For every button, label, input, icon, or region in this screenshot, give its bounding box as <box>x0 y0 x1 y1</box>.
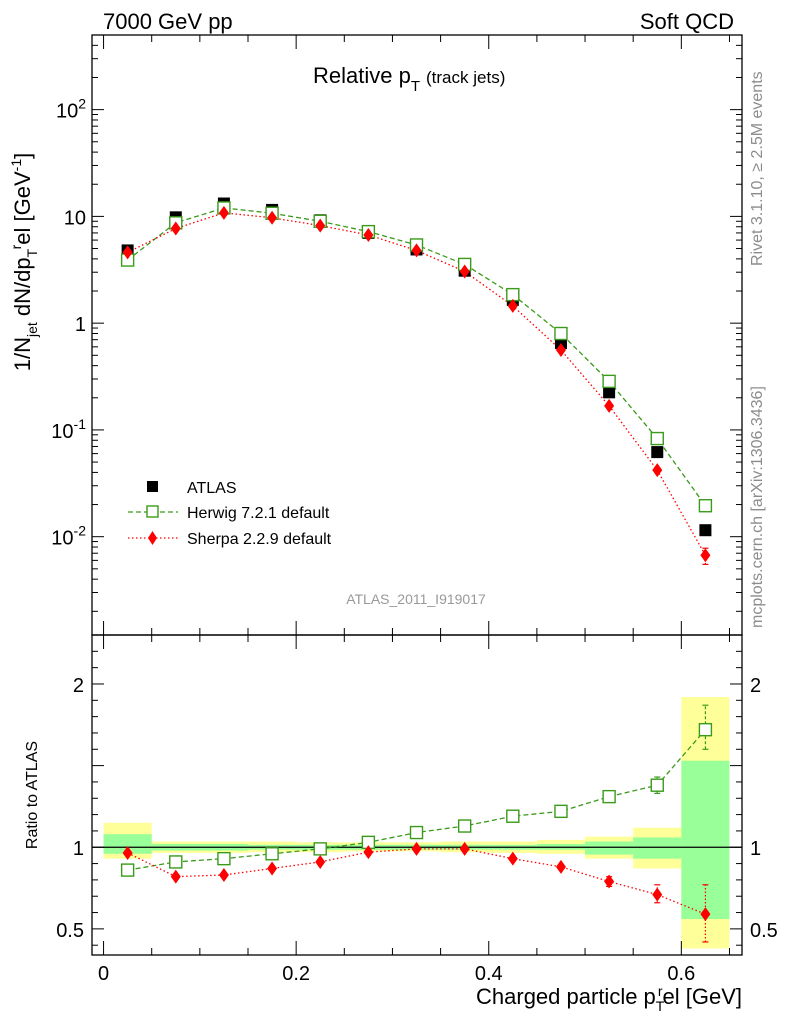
ratio-ylabel: Ratio to ATLAS <box>24 741 41 849</box>
chart-title: Relative pT (track jets) <box>313 63 505 95</box>
sherpa-point <box>652 463 663 478</box>
sherpa-line <box>127 212 706 556</box>
sherpa-ratio-point <box>122 845 133 860</box>
legend-item-atlas: ATLAS <box>147 480 237 497</box>
header-left: 7000 GeV pp <box>103 9 233 34</box>
sherpa-point <box>555 343 566 358</box>
herwig-ratio-point <box>554 804 568 819</box>
herwig-point <box>602 374 616 389</box>
legend-sherpa-marker <box>148 531 157 545</box>
mcplots-label: mcplots.cern.ch [arXiv:1306.3436] <box>749 386 766 628</box>
x-ticks: 0 0.2 0.4 0.6 <box>98 35 730 985</box>
xtick-label: 0.6 <box>667 963 695 985</box>
title-sub: T <box>411 78 420 95</box>
ratio-data <box>120 704 713 943</box>
header-right: Soft QCD <box>640 9 734 34</box>
legend-herwig-marker <box>146 505 159 518</box>
sherpa-ratio-point <box>700 907 711 922</box>
sherpa-ratio-point <box>170 869 181 884</box>
band-inner-bin <box>585 841 634 855</box>
herwig-ratio-point <box>409 825 424 840</box>
title-note: (track jets) <box>426 68 505 87</box>
band-inner-bin <box>633 837 682 859</box>
sherpa-ratio-point <box>267 861 278 876</box>
main-ytick-label: 10-2 <box>51 523 86 550</box>
legend-sherpa-label: Sherpa 2.2.9 default <box>187 531 332 548</box>
sherpa-ratio-point <box>604 874 615 889</box>
xtick-label: 0.2 <box>282 963 310 985</box>
legend-atlas-marker <box>147 481 158 492</box>
sherpa-point <box>411 243 422 258</box>
sherpa-point <box>459 264 470 279</box>
herwig-point <box>698 499 713 513</box>
ratio-frame <box>91 634 743 956</box>
legend-atlas-label: ATLAS <box>187 480 237 497</box>
herwig-point <box>650 431 664 446</box>
herwig-ratio-point <box>457 819 472 833</box>
sherpa-ratio-point <box>315 854 326 869</box>
sherpa-point <box>170 221 181 236</box>
sherpa-ratio-point <box>652 887 663 902</box>
main-ylabel: 1/Njet dN/dpTrel [GeV-1] <box>8 153 40 372</box>
legend-herwig-label: Herwig 7.2.1 default <box>187 505 330 522</box>
uncertainty-bands <box>103 697 730 949</box>
herwig-point <box>506 287 520 302</box>
band-inner-bin <box>103 834 152 854</box>
ratio-ytick-label-right: 1 <box>750 838 761 860</box>
herwig-ratio-point <box>602 789 616 804</box>
herwig-ratio-point <box>506 809 520 823</box>
sherpa-ratio-point <box>459 841 470 856</box>
herwig-ratio-point <box>265 847 279 861</box>
sherpa-ratio-point <box>555 859 566 874</box>
herwig-ratio-point <box>698 722 713 737</box>
herwig-ratio-point <box>650 778 664 792</box>
sherpa-point <box>604 398 615 413</box>
sherpa-point <box>267 210 278 225</box>
rivet-label: Rivet 3.1.10, ≥ 2.5M events <box>749 71 766 266</box>
ratio-ytick-label-right: 0.5 <box>750 920 778 942</box>
xlabel: Charged particle pTrel [GeV] <box>476 983 742 1014</box>
ratio-ytick-label: 0.5 <box>56 920 84 942</box>
main-ytick-label: 102 <box>56 96 86 123</box>
ratio-ytick-label-right: 2 <box>750 675 761 697</box>
herwig-point <box>554 326 568 341</box>
atlas-point <box>603 386 616 399</box>
ratio-ytick-label: 2 <box>73 675 84 697</box>
atlas-point <box>651 446 664 459</box>
sherpa-point <box>363 227 374 242</box>
ratio-ticks: 0.5 0.5 1 1 2 2 <box>56 634 778 946</box>
atlas-point <box>699 524 712 537</box>
sherpa-ratio-point <box>218 868 229 882</box>
main-ytick-label: 10 <box>64 207 86 229</box>
sherpa-ratio-point <box>411 841 422 856</box>
legend-item-herwig: Herwig 7.2.1 default <box>128 505 330 522</box>
main-ticks: 10-2 10-1 1 10 102 <box>51 34 742 612</box>
xtick-label: 0 <box>98 963 109 985</box>
sherpa-point <box>218 205 229 220</box>
sherpa-point <box>122 245 133 260</box>
ratio-ytick-label: 1 <box>73 838 84 860</box>
sherpa-ratio-point <box>507 851 518 866</box>
sherpa-point <box>507 298 518 313</box>
legend-item-sherpa: Sherpa 2.2.9 default <box>128 531 332 548</box>
main-ytick-label: 1 <box>75 314 86 336</box>
sherpa-ratio-point <box>363 845 374 860</box>
herwig-ratio-point <box>217 851 231 866</box>
title-main: Relative p <box>313 63 411 88</box>
herwig-ratio-point <box>313 842 327 856</box>
analysis-watermark: ATLAS_2011_I919017 <box>346 591 486 607</box>
main-data <box>120 197 713 566</box>
xtick-label: 0.4 <box>475 963 503 985</box>
main-ytick-label: 10-1 <box>51 416 86 443</box>
legend: ATLAS Herwig 7.2.1 default Sherpa 2.2.9 … <box>128 480 332 548</box>
sherpa-point <box>700 548 711 563</box>
herwig-ratio-point <box>120 863 135 877</box>
herwig-ratio-point <box>169 855 183 869</box>
sherpa-point <box>315 218 326 233</box>
